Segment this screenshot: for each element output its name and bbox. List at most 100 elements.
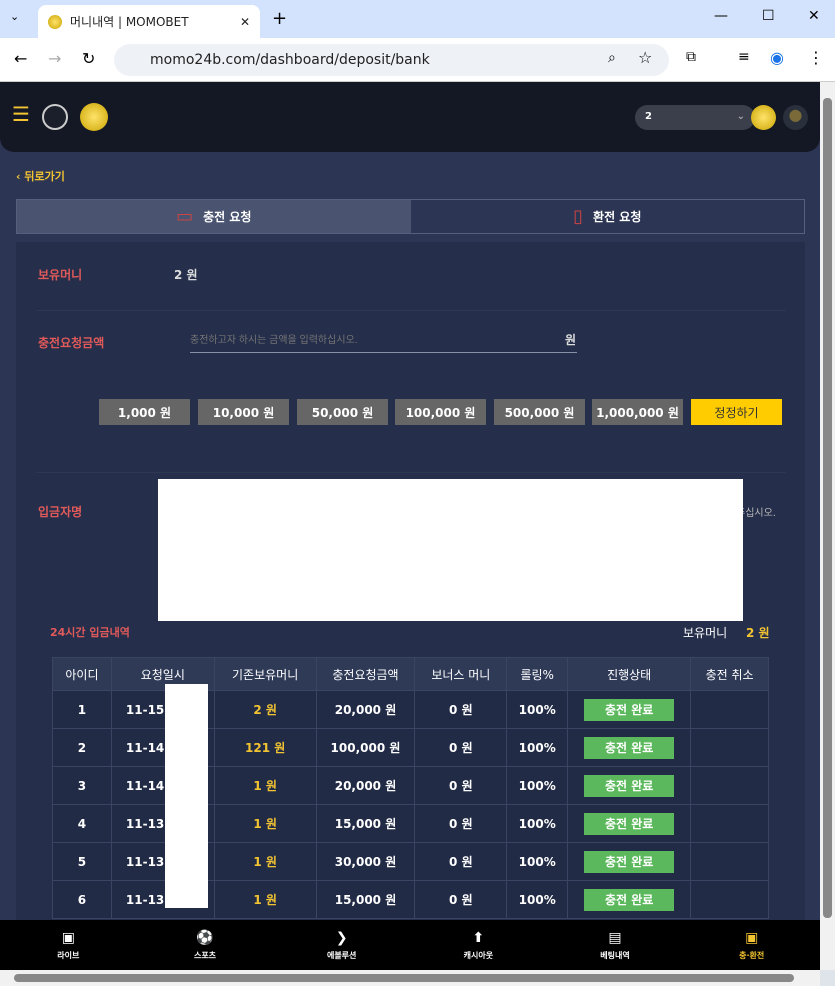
amount-unit: 원 [565,333,577,347]
cashout-icon: ⬆ [472,929,485,946]
tab-deposit-request[interactable]: ▭ 충전 요청 [17,200,411,233]
cell-6: 충전 완료 [567,842,692,881]
profile-icon[interactable]: ◉ [770,48,784,67]
quick-amount-50000[interactable]: 50,000 원 [297,399,388,425]
tab-withdraw-request[interactable]: ▯ 환전 요청 [573,206,642,227]
hscroll-thumb[interactable] [14,974,794,982]
atm-icon: ▯ [573,206,584,227]
column-header: 기존보유머니 [213,657,317,691]
cell-2: 1 원 [213,766,317,805]
close-window-icon[interactable]: ✕ [808,8,820,24]
cell-4: 0 원 [414,766,508,805]
star-icon[interactable]: ☆ [638,48,653,67]
back-icon[interactable]: ← [14,49,28,68]
nav-item-1[interactable]: ⚽ 스포츠 [137,920,274,970]
cell-2: 1 원 [213,804,317,843]
cell-4: 0 원 [414,728,508,767]
live-icon: ▣ [61,929,75,946]
support-headset-icon[interactable] [80,103,108,131]
cell-5: 100% [506,728,569,767]
minimize-icon[interactable]: — [714,8,728,24]
vertical-scrollbar[interactable] [820,82,835,970]
depositor-label: 입금자명 [38,505,83,519]
divider [36,310,786,311]
quick-amount-10000[interactable]: 10,000 원 [198,399,289,425]
forward-icon[interactable]: → [48,49,62,68]
hamburger-icon[interactable]: ☰ [12,102,30,126]
close-tab-icon[interactable]: ✕ [239,14,250,29]
cell-3: 15,000 원 [315,880,416,919]
cell-0: 2 [52,728,112,767]
nav-item-4[interactable]: ▤ 베팅내역 [547,920,684,970]
wallet-icon[interactable] [751,105,776,130]
history-balance-value: 2 원 [746,626,770,640]
cell-4: 0 원 [414,804,508,843]
url-input[interactable]: momo24b.com/dashboard/deposit/bank [114,44,669,76]
amount-label: 충전요청금액 [38,336,105,350]
nav-item-0[interactable]: ▣ 라이브 [0,920,137,970]
browser-tab[interactable]: 머니내역 | MOMOBET ✕ [38,5,260,38]
new-tab-icon[interactable]: + [272,8,288,29]
quick-amount-500000[interactable]: 500,000 원 [494,399,585,425]
scroll-thumb[interactable] [823,98,832,918]
reset-button[interactable]: 정정하기 [691,399,782,425]
cell-4: 0 원 [414,842,508,881]
nav-item-5[interactable]: ▣ 충·환전 [683,920,820,970]
column-header: 롤링% [506,657,569,691]
bottom-nav: ▣ 라이브 ⚽ 스포츠 ❯ 에볼루션 ⬆ 캐시아웃 ▤ 베팅내역 ▣ 충·환전 [0,920,820,970]
zoom-icon[interactable]: ⌕ [608,50,616,66]
cell-4: 0 원 [414,880,508,919]
cell-0: 1 [52,690,112,729]
cell-7 [690,842,769,881]
cell-5: 100% [506,690,569,729]
request-tabs: ▭ 충전 요청 ▯ 환전 요청 [16,199,805,234]
status-badge: 충전 완료 [584,698,675,721]
balance-value: 2 원 [174,268,198,282]
history-title: 24시간 입금내역 [50,626,130,639]
depositor-hint: 주십시오. [736,508,776,519]
nav-item-2[interactable]: ❯ 에볼루션 [273,920,410,970]
quick-amount-100000[interactable]: 100,000 원 [395,399,486,425]
cell-6: 충전 완료 [567,804,692,843]
cell-0: 5 [52,842,112,881]
redacted-area [158,479,743,621]
cell-2: 1 원 [213,880,317,919]
quick-amount-1000000[interactable]: 1,000,000 원 [592,399,683,425]
cell-4: 0 원 [414,690,508,729]
cell-0: 4 [52,804,112,843]
logo-icon[interactable] [42,104,68,130]
cell-6: 충전 완료 [567,880,692,919]
balance-select[interactable]: 2 ⌄ [635,105,755,130]
menu-icon[interactable]: ⋮ [808,48,824,67]
cell-2: 2 원 [213,690,317,729]
cell-7 [690,804,769,843]
cell-7 [690,690,769,729]
cell-6: 충전 완료 [567,690,692,729]
media-icon[interactable]: ≡ [738,49,750,65]
cell-6: 충전 완료 [567,766,692,805]
cell-3: 30,000 원 [315,842,416,881]
balance-label: 보유머니 [38,268,83,282]
maximize-icon[interactable]: ☐ [762,8,775,24]
cell-5: 100% [506,880,569,919]
back-link[interactable]: ‹ 뒤로가기 [16,170,65,183]
status-badge: 충전 완료 [584,812,675,835]
nav-item-3[interactable]: ⬆ 캐시아웃 [410,920,547,970]
nav-label: 스포츠 [193,950,217,960]
quick-amount-1000[interactable]: 1,000 원 [99,399,190,425]
cell-6: 충전 완료 [567,728,692,767]
horizontal-scrollbar[interactable] [0,970,820,986]
extensions-icon[interactable]: ⧉ [686,49,696,65]
cell-3: 20,000 원 [315,766,416,805]
cell-5: 100% [506,842,569,881]
avatar[interactable]: ● [783,105,808,130]
tab-search-icon[interactable]: ⌄ [10,10,20,23]
cell-3: 20,000 원 [315,690,416,729]
reload-icon[interactable]: ↻ [82,49,96,68]
amount-input[interactable] [190,328,560,352]
